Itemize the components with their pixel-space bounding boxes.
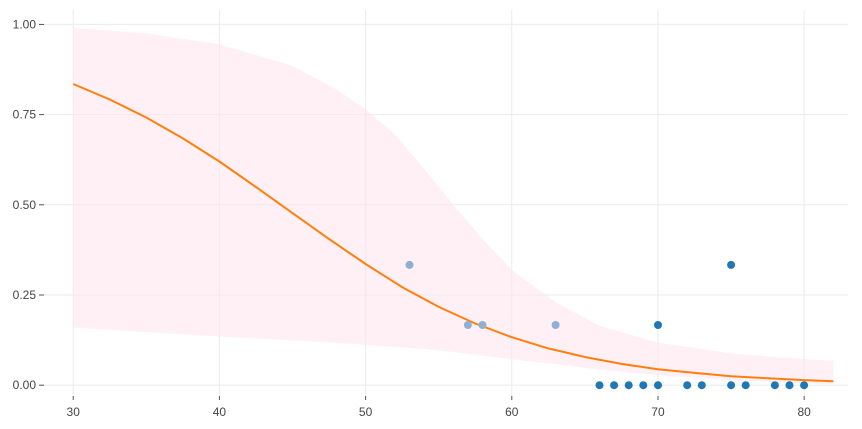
data-point — [595, 381, 604, 390]
fitted-curve — [72, 83, 834, 383]
x-tick-label: 80 — [797, 405, 811, 419]
confidence-band — [73, 28, 834, 385]
data-point — [727, 260, 736, 269]
data-point — [639, 381, 648, 390]
data-point — [785, 381, 794, 390]
x-tick-label: 60 — [505, 405, 519, 419]
data-point — [654, 321, 662, 329]
data-point — [610, 381, 619, 390]
data-point — [727, 381, 736, 390]
data-point — [478, 321, 487, 329]
data-point — [770, 381, 779, 390]
fitted-curve-layer — [72, 83, 834, 383]
data-point — [551, 321, 560, 329]
x-tick-label: 30 — [67, 405, 81, 419]
y-tick-label: 0.75 — [13, 108, 37, 122]
y-tick-label: 0.00 — [13, 378, 37, 392]
y-tick-label: 0.50 — [13, 198, 37, 212]
data-point — [463, 321, 472, 329]
y-tick-label: 0.25 — [13, 288, 37, 302]
data-point — [741, 381, 750, 390]
x-tick-label: 40 — [213, 405, 227, 419]
x-tick-label: 50 — [359, 405, 373, 419]
data-point — [654, 381, 662, 390]
data-point — [624, 381, 633, 390]
data-points-layer — [405, 260, 809, 390]
data-point — [405, 260, 414, 269]
data-point — [800, 381, 809, 390]
y-tick-label: 1.00 — [13, 17, 37, 31]
confidence-band-layer — [73, 28, 834, 385]
data-point — [697, 381, 706, 390]
data-point — [683, 381, 692, 390]
axis-layer: 30 40 50 60 70 80 0.00 0.25 0.50 0.75 1.00 — [13, 17, 811, 419]
x-tick-label: 70 — [651, 405, 665, 419]
